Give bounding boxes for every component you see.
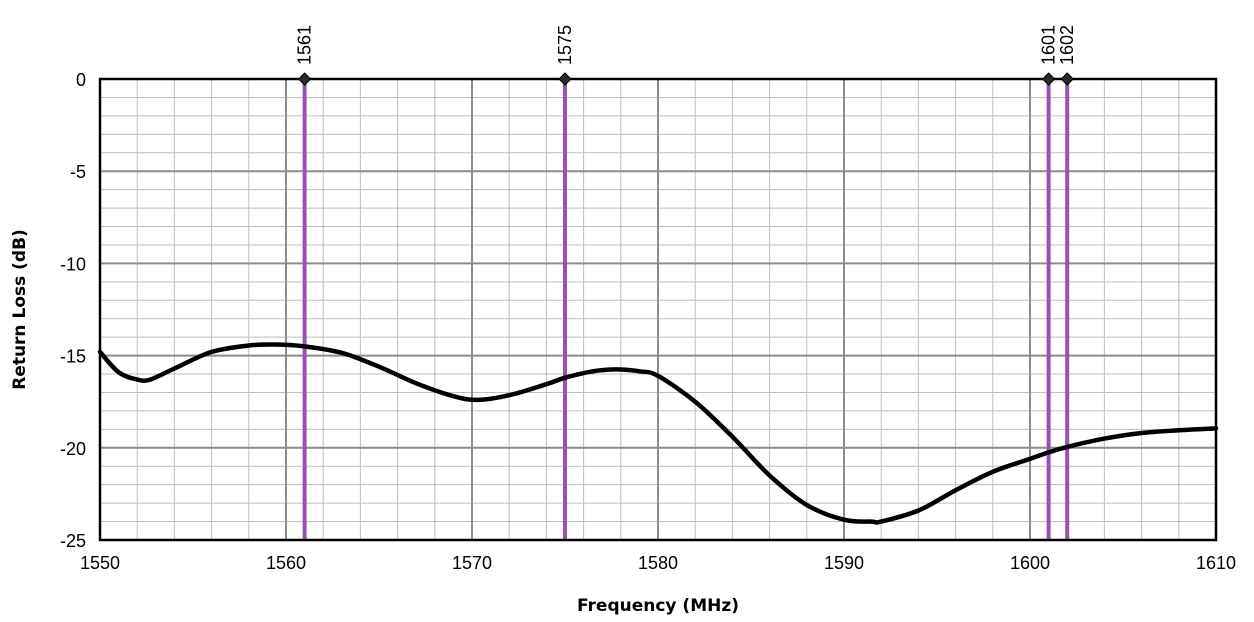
- grid: [100, 79, 1216, 540]
- y-tick-label: -10: [60, 254, 86, 274]
- x-tick-label: 1570: [452, 553, 492, 573]
- x-tick-label: 1580: [638, 553, 678, 573]
- y-tick-label: -20: [60, 439, 86, 459]
- x-tick-label: 1590: [824, 553, 864, 573]
- y-tick-label: -5: [70, 162, 86, 182]
- marker-label-1575: 1575: [555, 25, 575, 65]
- y-axis-title: Return Loss (dB): [10, 229, 30, 390]
- series-line-0: [97, 342, 1219, 525]
- marker-label-1561: 1561: [295, 25, 315, 65]
- marker-point-1575: [558, 72, 572, 86]
- y-tick-label: -15: [60, 347, 86, 367]
- marker-point-1601: [1041, 72, 1056, 86]
- x-tick-label: 1600: [1010, 553, 1050, 573]
- tick-labels: 1550 1560 1570 1580 1590 1600 1610 0 -5 -10 -15 -20…: [60, 70, 1236, 573]
- marker-point-1602: [1060, 72, 1074, 86]
- marker-label-1601: 1601: [1039, 25, 1059, 65]
- x-tick-label: 1560: [266, 553, 306, 573]
- y-tick-label: 0: [76, 70, 86, 90]
- marker-point-1561: [297, 72, 312, 86]
- x-tick-label: 1610: [1196, 553, 1236, 573]
- x-axis-title: Frequency (MHz): [577, 596, 739, 616]
- plot-frame: [98, 77, 1218, 542]
- marker-label-1602: 1602: [1057, 25, 1077, 65]
- y-tick-label: -25: [60, 531, 86, 551]
- marker-lines: [302, 79, 1070, 540]
- series: [97, 342, 1219, 525]
- x-tick-label: 1550: [80, 553, 120, 573]
